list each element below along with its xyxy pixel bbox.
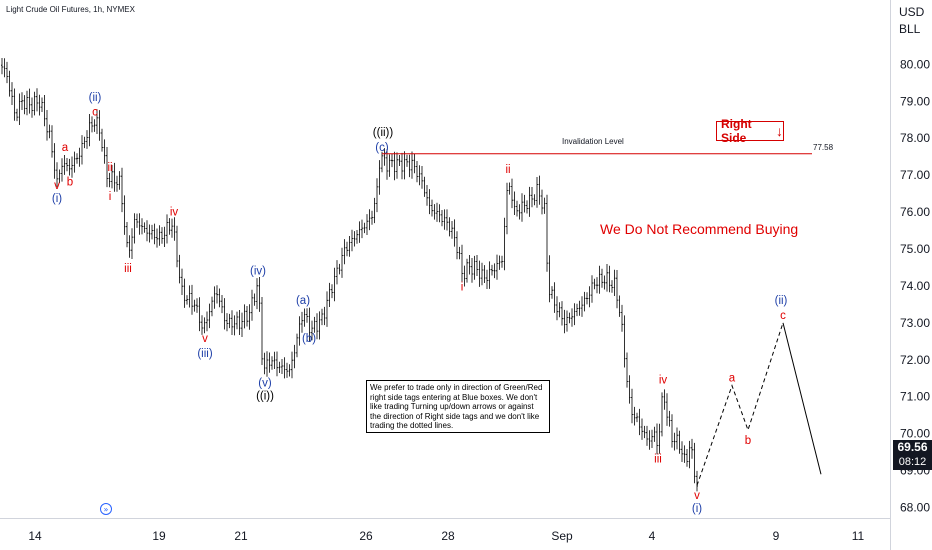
ohlc-series [1, 58, 698, 492]
time-axis[interactable]: 14 19 21 26 28 Sep 4 9 11 [28, 529, 864, 543]
last-price-tag: 69.56 08:12 [893, 440, 932, 470]
projection-path [696, 322, 822, 486]
wave-label: b [67, 176, 73, 188]
bar-countdown: 08:12 [898, 456, 927, 468]
wave-label: (c) [375, 142, 389, 154]
invalidation-value: 77.58 [813, 143, 834, 152]
x-tick-label: 28 [441, 529, 455, 543]
projection-solid [782, 322, 822, 475]
y-tick-label: 74.00 [900, 279, 930, 293]
wave-label: i [109, 191, 112, 203]
y-tick-label: 68.00 [900, 501, 930, 515]
y-tick-label: 72.00 [900, 353, 930, 367]
invalidation-label: Invalidation Level [562, 137, 624, 146]
currency-unit: USD [899, 5, 925, 19]
wave-label: v [202, 333, 208, 345]
x-tick-label: Sep [551, 529, 573, 543]
last-price: 69.56 [897, 440, 928, 454]
x-tick-label: 19 [152, 529, 166, 543]
wave-labels: (i)vabc(ii)iiiiiiivv(iii)(iv)(v)((i))(a)… [52, 92, 788, 515]
wave-label: ((ii)) [373, 127, 394, 139]
wave-label: c [92, 107, 98, 119]
wave-label: v [694, 490, 700, 502]
arrow-down-icon: ↓ [776, 123, 783, 139]
y-tick-label: 71.00 [900, 390, 930, 404]
wave-label: v [54, 180, 60, 192]
wave-label: (i) [692, 503, 702, 515]
wave-label: (a) [296, 295, 310, 307]
wave-label: iv [170, 206, 179, 218]
x-tick-label: 4 [649, 529, 656, 543]
y-tick-label: 79.00 [900, 94, 930, 108]
y-tick-label: 70.00 [900, 427, 930, 441]
wave-label: (iii) [197, 348, 212, 360]
wave-label: iv [659, 374, 668, 386]
right-side-badge: Right Side ↓ [716, 117, 784, 145]
x-tick-label: 9 [773, 529, 780, 543]
ohlc-bars [1, 58, 698, 492]
goto-realtime-icon[interactable]: » [100, 503, 112, 515]
x-tick-label: 21 [234, 529, 248, 543]
headline-text: We Do Not Recommend Buying [600, 221, 799, 237]
wave-label: c [780, 310, 786, 322]
quantity-unit: BLL [899, 22, 921, 36]
y-tick-label: 80.00 [900, 57, 930, 71]
trading-note: We prefer to trade only in direction of … [366, 380, 550, 433]
wave-label: iii [124, 263, 132, 275]
wave-label: i [461, 282, 464, 294]
projection-dashed [696, 322, 784, 486]
wave-label: (ii) [89, 92, 102, 104]
wave-label: iii [654, 453, 662, 465]
wave-label: a [62, 142, 69, 154]
y-tick-label: 76.00 [900, 205, 930, 219]
wave-label: ((i)) [256, 390, 274, 402]
wave-label: ii [505, 164, 510, 176]
y-tick-label: 75.00 [900, 242, 930, 256]
y-tick-label: 73.00 [900, 316, 930, 330]
x-tick-label: 14 [28, 529, 42, 543]
wave-label: ii [107, 162, 112, 174]
right-side-label: Right Side [721, 117, 752, 145]
symbol-title: Light Crude Oil Futures, 1h, NYMEX [6, 5, 135, 14]
x-tick-label: 11 [852, 529, 865, 543]
wave-label: (ii) [775, 295, 788, 307]
chart-grid [0, 0, 891, 550]
wave-label: (v) [258, 378, 272, 390]
wave-label: b [745, 435, 751, 447]
wave-label: (b) [302, 333, 316, 345]
wave-label: a [729, 373, 736, 385]
wave-label: (i) [52, 193, 62, 205]
y-tick-label: 78.00 [900, 131, 930, 145]
wave-label: (iv) [250, 266, 266, 278]
y-tick-label: 77.00 [900, 168, 930, 182]
x-tick-label: 26 [359, 529, 373, 543]
